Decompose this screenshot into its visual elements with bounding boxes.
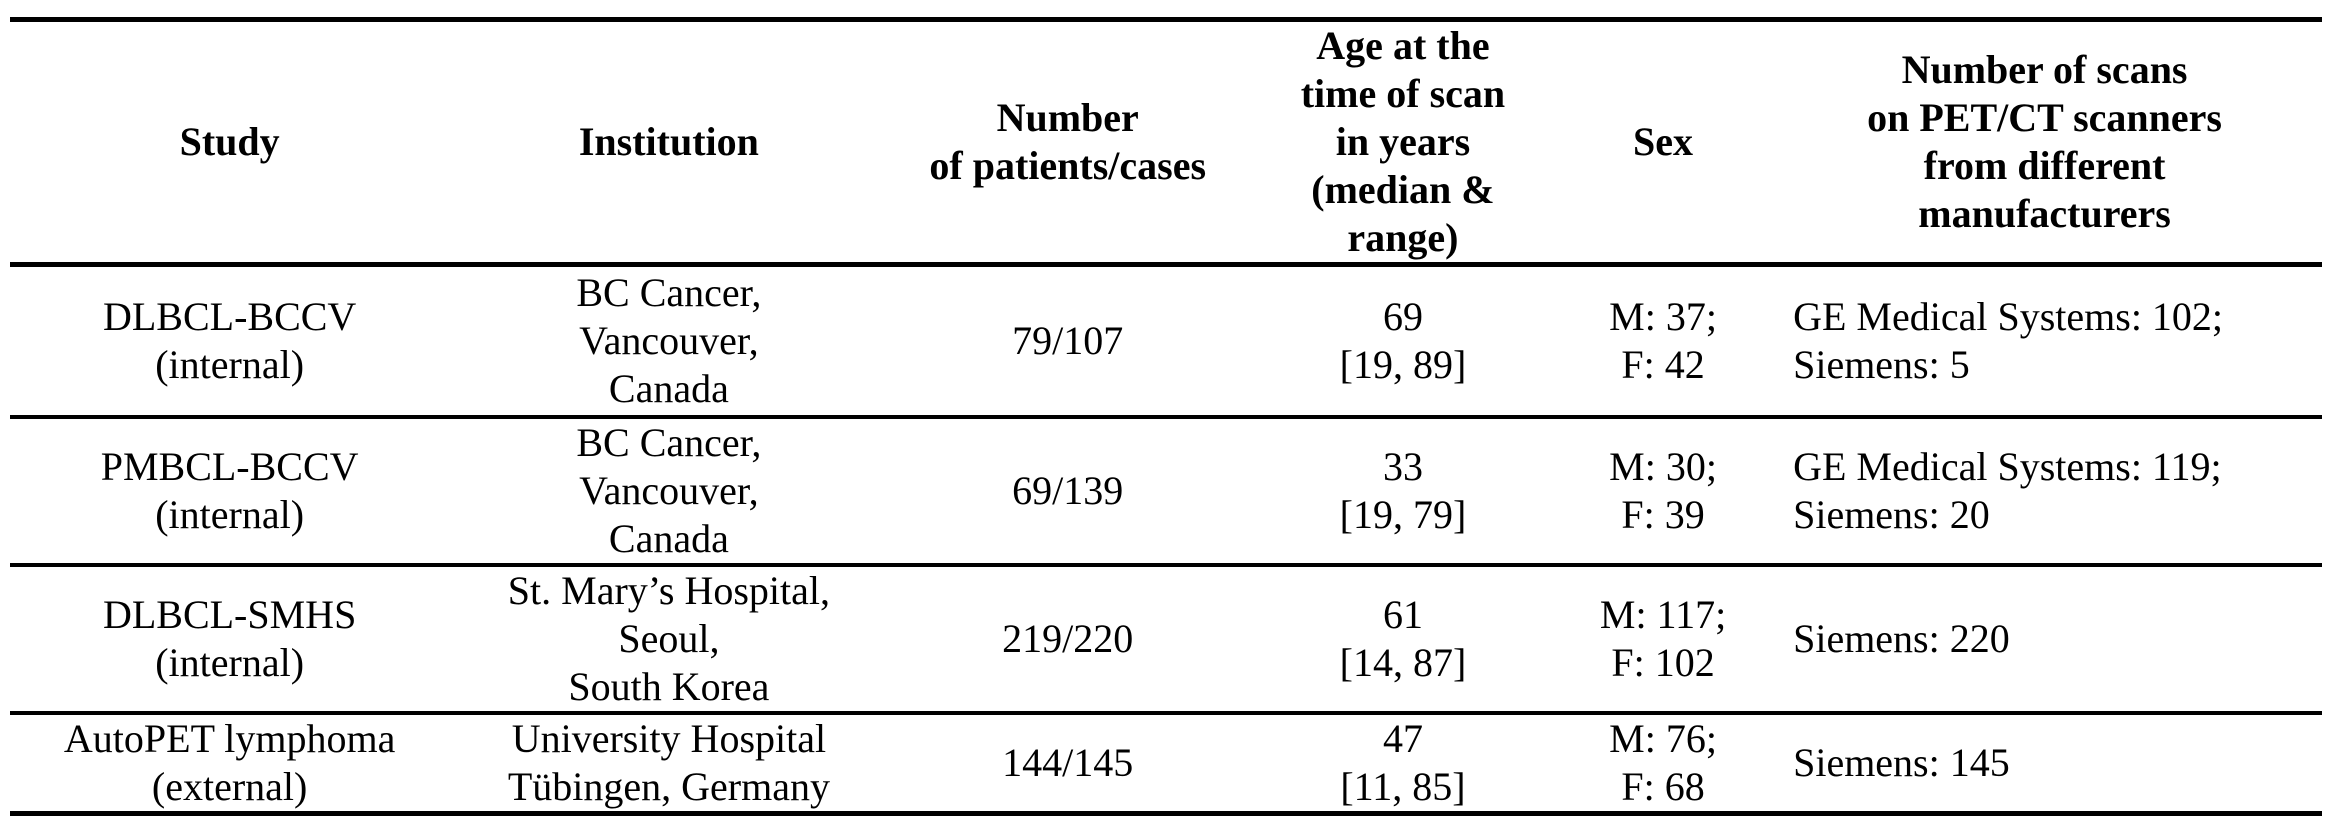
cell-age: 69 [19, 89] xyxy=(1339,293,1467,387)
col-header-age: Age at the time of scan in years (median… xyxy=(1300,23,1506,260)
cell-sex: M: 76; F: 68 xyxy=(1609,715,1717,809)
cell-institution: University Hospital Tübingen, Germany xyxy=(507,715,830,809)
cell-study: DLBCL-BCCV (internal) xyxy=(102,293,357,387)
cell-study: PMBCL-BCCV (internal) xyxy=(100,443,359,537)
cell-scanners: GE Medical Systems: 102; Siemens: 5 xyxy=(1793,293,2224,387)
cell-age: 61 [14, 87] xyxy=(1339,591,1467,685)
col-header-institution: Institution xyxy=(578,119,759,164)
cell-institution: BC Cancer, Vancouver, Canada xyxy=(576,419,762,561)
table-row-autopet-lymphoma: AutoPET lymphoma (external) University H… xyxy=(10,713,2322,814)
col-header-patients-cases: Number of patients/cases xyxy=(929,95,1207,188)
cell-age: 33 [19, 79] xyxy=(1339,443,1467,537)
cell-sex: M: 117; F: 102 xyxy=(1599,591,1727,685)
table-row-dlbcl-bccv: DLBCL-BCCV (internal) BC Cancer, Vancouv… xyxy=(10,265,2322,417)
table-row-dlbcl-smhs: DLBCL-SMHS (internal) St. Mary’s Hospita… xyxy=(10,565,2322,713)
cell-patients-cases: 79/107 xyxy=(1012,317,1124,363)
col-header-scanners: Number of scans on PET/CT scanners from … xyxy=(1867,47,2222,236)
cell-age: 47 [11, 85] xyxy=(1340,715,1466,809)
cell-patients-cases: 219/220 xyxy=(1002,615,1134,661)
cell-sex: M: 37; F: 42 xyxy=(1609,293,1717,387)
cohort-table-container: Study Institution Number of patients/cas… xyxy=(10,17,2322,816)
cell-study: DLBCL-SMHS (internal) xyxy=(102,591,357,685)
cell-institution: BC Cancer, Vancouver, Canada xyxy=(576,269,762,411)
cell-sex: M: 30; F: 39 xyxy=(1609,443,1717,537)
cell-institution: St. Mary’s Hospital, Seoul, South Korea xyxy=(507,567,831,709)
cell-patients-cases: 144/145 xyxy=(1002,739,1134,785)
col-header-sex: Sex xyxy=(1633,119,1694,164)
cell-study: AutoPET lymphoma (external) xyxy=(63,715,396,809)
header-row: Study Institution Number of patients/cas… xyxy=(10,20,2322,265)
cell-scanners: Siemens: 220 xyxy=(1793,615,2010,661)
col-header-study: Study xyxy=(179,119,280,164)
cell-scanners: GE Medical Systems: 119; Siemens: 20 xyxy=(1793,443,2222,537)
cohort-table: Study Institution Number of patients/cas… xyxy=(10,17,2322,816)
table-row-pmbcl-bccv: PMBCL-BCCV (internal) BC Cancer, Vancouv… xyxy=(10,417,2322,565)
cell-scanners: Siemens: 145 xyxy=(1793,739,2010,785)
cell-patients-cases: 69/139 xyxy=(1012,467,1124,513)
